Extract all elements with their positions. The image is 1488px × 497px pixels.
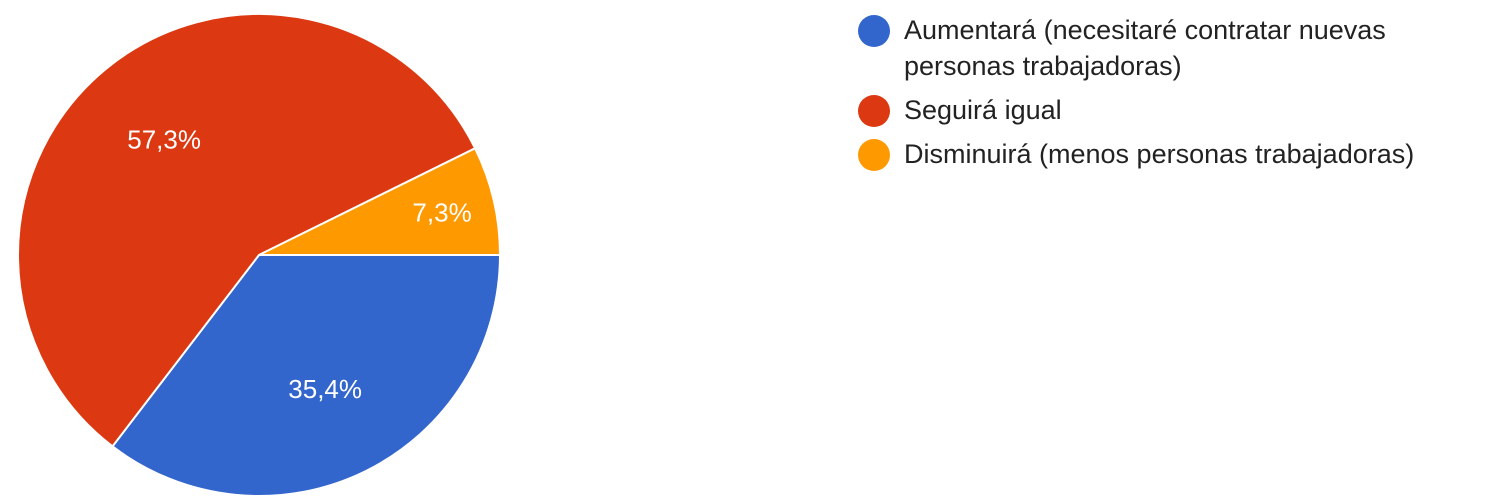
legend-swatch-icon bbox=[858, 139, 890, 171]
legend-swatch-icon bbox=[858, 15, 890, 47]
slice-label-disminuira: 7,3% bbox=[412, 197, 471, 227]
pie-chart: 35,4% 57,3% 7,3% bbox=[17, 13, 502, 497]
legend-label: Disminuirá (menos personas trabajadoras) bbox=[904, 139, 1415, 169]
slice-label-seguira-igual: 57,3% bbox=[127, 125, 201, 155]
slice-label-aumentara: 35,4% bbox=[288, 374, 362, 404]
pie-slice-seguira-igual[interactable] bbox=[17, 13, 477, 448]
legend-swatch-icon bbox=[858, 95, 890, 127]
legend-label: Aumentará (necesitaré contratar nuevas p… bbox=[904, 15, 1386, 81]
pie-slice-disminuira[interactable] bbox=[258, 146, 502, 256]
legend: Aumentará (necesitaré contratar nuevas p… bbox=[858, 12, 1478, 180]
pie-slice-aumentara[interactable] bbox=[111, 254, 502, 497]
legend-item-disminuira[interactable]: Disminuirá (menos personas trabajadoras) bbox=[858, 136, 1478, 172]
legend-item-aumentara[interactable]: Aumentará (necesitaré contratar nuevas p… bbox=[858, 12, 1478, 84]
legend-item-seguira-igual[interactable]: Seguirá igual bbox=[858, 92, 1478, 128]
legend-label: Seguirá igual bbox=[904, 95, 1062, 125]
